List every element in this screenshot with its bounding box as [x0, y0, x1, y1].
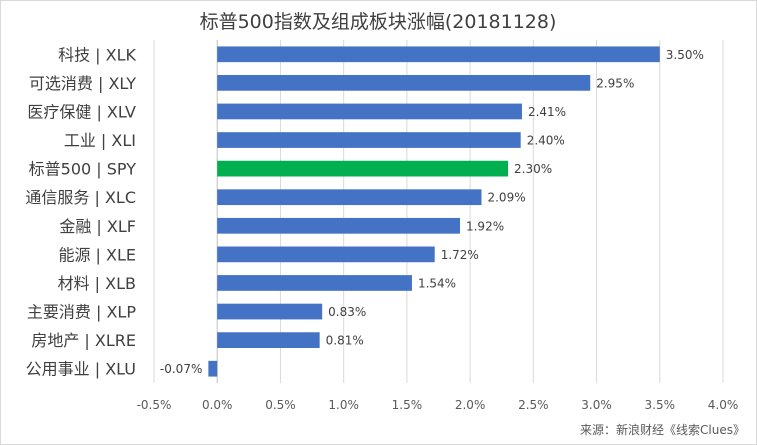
x-tick-label: 3.0%	[581, 398, 612, 412]
bar-7	[217, 246, 435, 263]
bar-11	[208, 360, 218, 377]
bar-8	[217, 275, 412, 291]
bar-6	[217, 217, 460, 234]
category-label: 科技 | XLK	[58, 45, 136, 64]
value-label: 2.95%	[596, 76, 634, 90]
x-tick-label: 1.0%	[328, 398, 359, 412]
value-label: 2.30%	[514, 162, 552, 176]
x-tick-label: 4.0%	[708, 398, 739, 412]
value-label: 1.92%	[466, 219, 504, 233]
value-label: 2.09%	[487, 191, 525, 205]
bar-2	[217, 103, 522, 120]
value-label: 2.40%	[527, 134, 565, 148]
value-label: 0.81%	[326, 334, 364, 348]
category-label: 医疗保健 | XLV	[27, 102, 136, 121]
category-label: 主要消费 | XLP	[27, 303, 136, 322]
chart-title: 标普500指数及组成板块涨幅(20181128)	[200, 11, 557, 33]
value-label: -0.07%	[160, 362, 202, 376]
x-tick-label: 2.0%	[455, 398, 486, 412]
value-label: 1.54%	[418, 276, 456, 290]
bar-0	[217, 46, 660, 63]
category-labels: 科技 | XLK 可选消费 | XLY 医疗保健 | XLV 工业 | XLI 标普50…	[25, 45, 136, 378]
grid-lines	[153, 40, 724, 383]
bar-4	[217, 160, 509, 177]
category-label: 材料 | XLB	[58, 274, 136, 293]
bar-10	[217, 332, 320, 348]
value-label: 0.83%	[328, 305, 366, 319]
bar-3	[217, 132, 521, 148]
category-label: 公用事业 | XLU	[26, 360, 136, 379]
bars	[208, 46, 660, 377]
category-label: 工业 | XLI	[64, 131, 136, 150]
x-tick-label: -0.5%	[137, 398, 172, 412]
bar-1	[217, 75, 591, 91]
x-axis-tick-labels: -0.5% 0.0% 0.5% 1.0% 1.5% 2.0% 2.5% 3.0% 3.5% 4.0…	[137, 398, 739, 412]
x-tick-label: 0.0%	[202, 398, 233, 412]
x-tick-label: 1.5%	[392, 398, 423, 412]
category-label: 金融 | XLF	[59, 217, 136, 236]
category-label: 通信服务 | XLC	[25, 188, 136, 207]
category-label: 能源 | XLE	[58, 245, 136, 264]
x-tick-label: 2.5%	[518, 398, 549, 412]
value-label: 2.41%	[528, 105, 566, 119]
value-label: 3.50%	[666, 48, 704, 62]
bar-5	[217, 189, 482, 206]
category-label: 房地产 | XLRE	[31, 331, 136, 350]
value-labels: 3.50% 2.95% 2.41% 2.40% 2.30% 2.09% 1.92% 1.72%…	[160, 48, 704, 376]
source-note: 来源：新浪财经《线索Clues》	[580, 422, 745, 437]
value-label: 1.72%	[441, 248, 479, 262]
category-label: 标普500 | SPY	[29, 160, 137, 179]
bar-9	[217, 303, 323, 320]
x-tick-label: 0.5%	[265, 398, 296, 412]
category-label: 可选消费 | XLY	[29, 74, 136, 93]
x-tick-label: 3.5%	[645, 398, 676, 412]
